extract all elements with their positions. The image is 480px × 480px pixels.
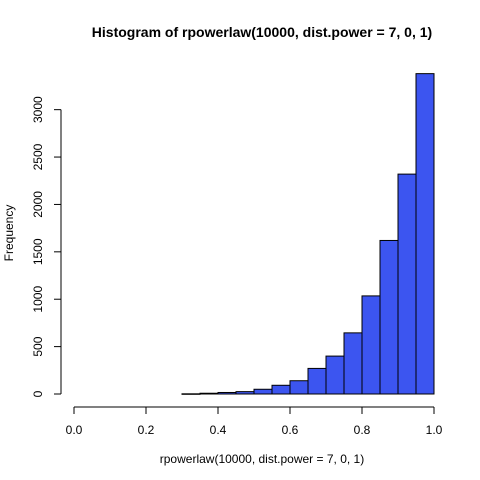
histogram-bar-7 — [307, 367, 327, 395]
histogram-bar-4 — [253, 388, 273, 395]
histogram-bar-6 — [289, 380, 309, 395]
x-tick-label: 0.6 — [282, 423, 299, 437]
bars-group — [181, 73, 435, 395]
y-tick-label: 2000 — [31, 191, 45, 218]
x-axis-label: rpowerlaw(10000, dist.power = 7, 0, 1) — [160, 452, 364, 466]
histogram-bar-5 — [271, 384, 291, 395]
histogram-bar-11 — [379, 239, 399, 395]
histogram-bar-1 — [199, 392, 219, 395]
histogram-bar-3 — [235, 391, 255, 395]
x-tick-label: 0.0 — [66, 423, 83, 437]
histogram-bar-12 — [397, 173, 417, 395]
x-tick-label: 0.2 — [138, 423, 155, 437]
y-tick-label: 2500 — [31, 143, 45, 170]
y-tick-label: 3000 — [31, 96, 45, 123]
x-tick-label: 1.0 — [426, 423, 443, 437]
histogram-bar-9 — [343, 332, 363, 395]
histogram-bar-10 — [361, 295, 381, 395]
y-tick-label: 1500 — [31, 238, 45, 265]
x-tick-label: 0.8 — [354, 423, 371, 437]
x-tick-label: 0.4 — [210, 423, 227, 437]
histogram-bar-13 — [415, 73, 435, 395]
x-axis: 0.0 0.2 0.4 0.6 0.8 1.0 — [66, 406, 443, 437]
y-tick-label: 1000 — [31, 286, 45, 313]
y-tick-label: 0 — [31, 390, 45, 397]
y-tick-label: 500 — [31, 336, 45, 356]
chart-title: Histogram of rpowerlaw(10000, dist.power… — [92, 24, 432, 40]
histogram-bar-2 — [217, 391, 237, 395]
y-axis-label: Frequency — [2, 205, 16, 262]
histogram-bar-0 — [181, 393, 201, 395]
histogram-bar-8 — [325, 355, 345, 395]
y-axis: 0 500 1000 1500 2000 2500 3000 — [31, 96, 62, 397]
